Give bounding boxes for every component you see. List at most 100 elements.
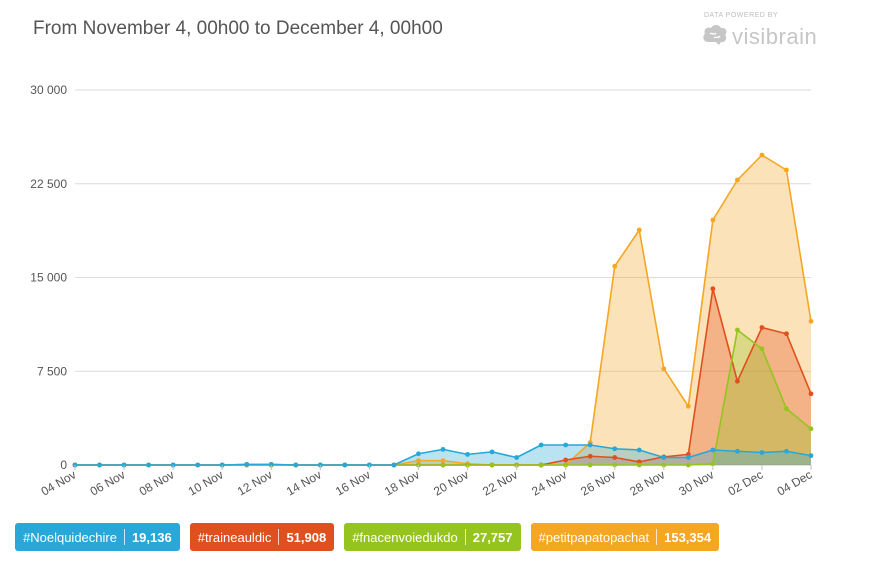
data-point[interactable] (710, 217, 716, 223)
data-point[interactable] (685, 462, 691, 468)
x-tick-label: 10 Nov (186, 467, 226, 498)
data-point[interactable] (538, 462, 544, 468)
data-point[interactable] (268, 461, 274, 467)
data-point[interactable] (735, 448, 740, 454)
x-tick-label: 16 Nov (333, 467, 373, 498)
data-point[interactable] (489, 449, 495, 455)
legend-item[interactable]: #Noelquidechire 19,136 (15, 523, 180, 551)
data-point[interactable] (440, 446, 446, 452)
legend-divider (123, 529, 125, 545)
x-tick-label: 02 Dec (725, 467, 765, 498)
x-tick-label: 30 Nov (676, 467, 716, 498)
legend-divider (278, 529, 280, 545)
legend-series-total: 19,136 (131, 529, 172, 545)
data-point[interactable] (735, 177, 740, 183)
x-tick-label: 22 Nov (480, 467, 520, 498)
brain-icon (703, 25, 727, 45)
data-point[interactable] (784, 448, 789, 454)
y-tick-label: 0 (60, 458, 67, 472)
x-tick-label: 12 Nov (235, 467, 275, 498)
data-point[interactable] (146, 462, 152, 468)
data-point[interactable] (661, 366, 667, 372)
data-point[interactable] (808, 391, 814, 397)
data-point[interactable] (808, 318, 814, 324)
area-chart: 0 7 500 15 000 22 500 30 000 04 Nov 06 Nov 08 … (30, 83, 815, 499)
legend-series-name: #Noelquidechire (23, 529, 117, 545)
x-tick-label: 06 Nov (88, 467, 128, 498)
x-tick-label: 08 Nov (137, 467, 177, 498)
data-point[interactable] (587, 462, 593, 468)
data-point[interactable] (195, 462, 201, 468)
series-points (72, 152, 814, 468)
data-point[interactable] (416, 451, 421, 457)
data-point[interactable] (293, 462, 299, 468)
data-point[interactable] (735, 378, 740, 384)
y-tick-label: 7 500 (37, 364, 67, 378)
data-point[interactable] (710, 286, 716, 292)
data-point[interactable] (440, 458, 446, 464)
data-point[interactable] (416, 458, 421, 464)
data-point[interactable] (612, 455, 618, 460)
brand-name: visibrain (732, 24, 818, 49)
data-point[interactable] (636, 447, 642, 453)
legend-series-total: 51,908 (286, 529, 327, 545)
data-point[interactable] (784, 331, 789, 337)
data-point[interactable] (465, 451, 470, 457)
data-point[interactable] (808, 453, 814, 459)
y-tick-label: 22 500 (30, 177, 67, 191)
data-point[interactable] (563, 457, 569, 463)
data-point[interactable] (244, 461, 250, 467)
data-point[interactable] (342, 462, 348, 468)
data-point[interactable] (612, 263, 618, 269)
x-axis: 04 Nov 06 Nov 08 Nov 10 Nov 12 Nov 14 Nov 16 N… (39, 465, 815, 499)
data-point[interactable] (587, 442, 593, 448)
y-tick-label: 15 000 (30, 271, 67, 285)
series-area (75, 155, 811, 465)
legend-series-name: #traineauldic (197, 529, 272, 545)
data-point[interactable] (759, 325, 765, 330)
legend-divider (656, 529, 658, 545)
legend-series-name: #petitpapatopachat (538, 529, 650, 545)
data-point[interactable] (710, 447, 716, 453)
data-point[interactable] (808, 426, 814, 432)
data-point[interactable] (759, 152, 765, 158)
x-tick-label: 14 Nov (284, 467, 324, 498)
legend-item[interactable]: #traineauldic 51,908 (189, 523, 335, 551)
data-point[interactable] (759, 450, 765, 455)
data-point[interactable] (661, 455, 667, 460)
data-point[interactable] (97, 462, 102, 468)
data-point[interactable] (735, 327, 740, 333)
y-axis: 0 7 500 15 000 22 500 30 000 (30, 83, 67, 472)
series-area (75, 288, 811, 465)
data-point[interactable] (538, 442, 544, 448)
x-tick-label: 20 Nov (431, 467, 471, 498)
legend-series-name: #fnacenvoiedukdo (352, 529, 458, 545)
data-point[interactable] (636, 462, 642, 468)
data-point[interactable] (489, 462, 495, 468)
data-point[interactable] (587, 453, 593, 459)
data-point[interactable] (440, 462, 446, 468)
y-tick-label: 30 000 (30, 83, 67, 97)
legend-series-total: 27,757 (472, 529, 513, 545)
brand-logo: DATA POWERED BY visibrain (700, 12, 850, 52)
data-point[interactable] (759, 346, 765, 352)
chart-title: From November 4, 00h00 to December 4, 00… (33, 18, 443, 39)
data-point[interactable] (784, 167, 789, 173)
legend-divider (464, 529, 466, 545)
x-tick-label: 18 Nov (382, 467, 422, 498)
data-point[interactable] (710, 461, 716, 467)
data-point[interactable] (391, 462, 397, 468)
legend-item[interactable]: #fnacenvoiedukdo 27,757 (344, 523, 521, 551)
x-tick-label: 24 Nov (529, 467, 569, 498)
data-point[interactable] (612, 446, 618, 452)
data-point[interactable] (685, 403, 691, 409)
data-point[interactable] (514, 455, 519, 460)
x-tick-label: 26 Nov (578, 467, 618, 498)
data-point[interactable] (784, 406, 789, 412)
x-tick-label: 04 Nov (39, 467, 79, 498)
legend-item[interactable]: #petitpapatopachat 153,354 (530, 523, 720, 551)
x-tick-label: 04 Dec (775, 467, 815, 498)
data-point[interactable] (685, 455, 691, 460)
data-point[interactable] (563, 442, 569, 448)
data-point[interactable] (636, 227, 642, 233)
